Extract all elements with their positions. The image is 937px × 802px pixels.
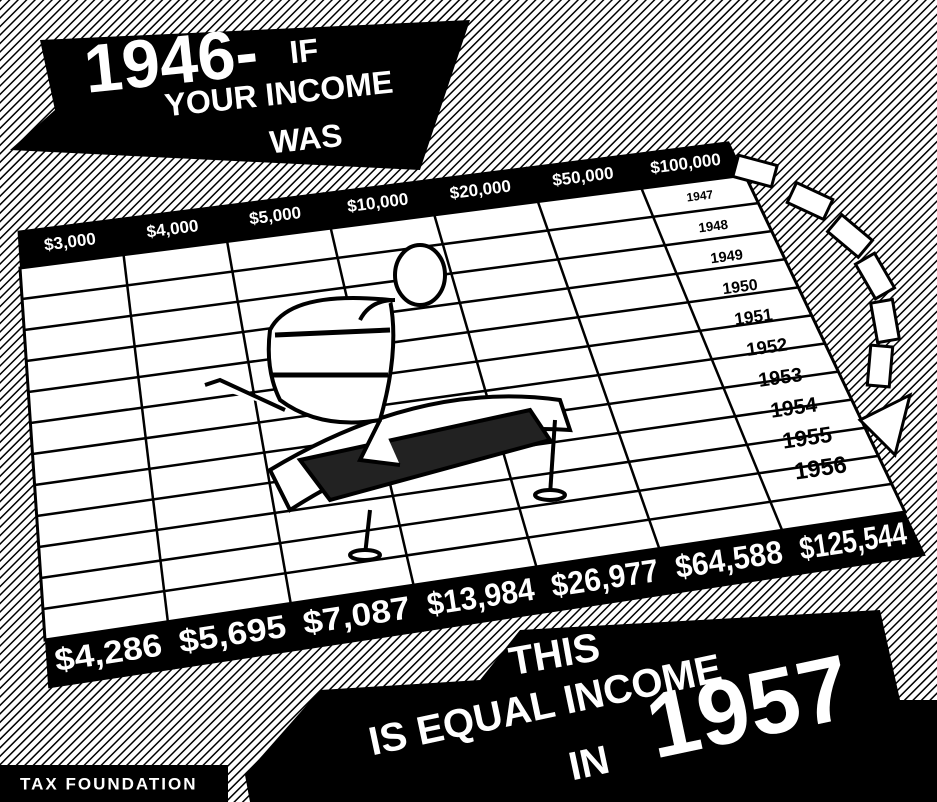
cartoon: $3,000$4,000$5,000$10,000$20,000$50,000$… (0, 0, 937, 802)
credit: TAX FOUNDATION (20, 774, 198, 793)
title-line: IF (288, 32, 320, 71)
title-line: WAS (268, 117, 344, 160)
